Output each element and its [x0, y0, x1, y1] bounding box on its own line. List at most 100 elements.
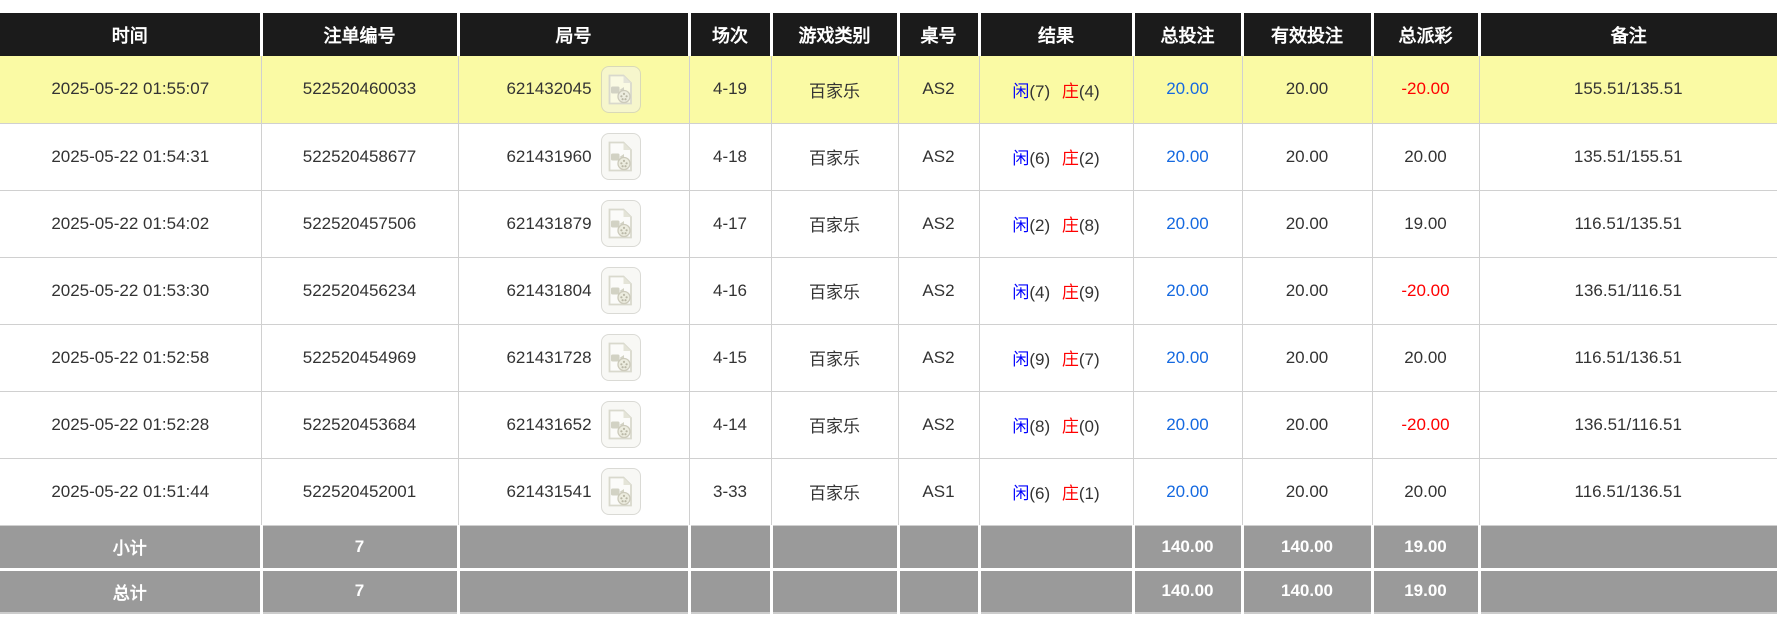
- session-cell: 4-14: [689, 391, 772, 459]
- col-header-total-bet: 总投注: [1133, 13, 1244, 56]
- result-cell: 闲(8) 庄(0): [979, 391, 1134, 459]
- player-label: 闲: [1012, 350, 1030, 369]
- total-bet-cell: 20.00: [1133, 257, 1243, 325]
- round-number: 621431652: [506, 414, 592, 434]
- video-replay-button[interactable]: [600, 200, 641, 247]
- video-file-icon: [608, 208, 632, 239]
- col-header-valid-bet: 有效投注: [1242, 13, 1374, 56]
- grand-total-valid-bet: 140.00: [1242, 569, 1374, 614]
- video-file-icon: [608, 409, 632, 440]
- col-header-game-type: 游戏类别: [771, 13, 900, 56]
- round-cell: 621431652: [458, 391, 690, 459]
- banker-label: 庄: [1061, 350, 1079, 369]
- table-summary: 小计 7 140.00 140.00 19.00 总计 7 140.00 140…: [0, 524, 1777, 614]
- subtotal-label: 小计: [0, 524, 263, 571]
- col-header-remark: 备注: [1479, 13, 1777, 56]
- bet-id-cell: 522520460033: [261, 56, 459, 124]
- col-header-bet-id: 注单编号: [261, 13, 460, 56]
- bet-id-cell: 522520457506: [261, 190, 459, 258]
- payout-cell: -20.00: [1372, 257, 1480, 325]
- result-cell: 闲(4) 庄(9): [979, 257, 1134, 325]
- video-replay-button[interactable]: [600, 334, 641, 381]
- player-score: (4): [1029, 283, 1051, 302]
- total-bet-cell: 20.00: [1133, 458, 1243, 526]
- video-file-icon: [608, 74, 632, 105]
- round-cell: 621431728: [458, 324, 690, 392]
- col-header-session: 场次: [689, 13, 773, 56]
- table-no-cell: AS2: [898, 190, 980, 258]
- valid-bet-cell: 20.00: [1242, 324, 1373, 392]
- player-score: (2): [1029, 216, 1051, 235]
- table-row[interactable]: 2025-05-22 01:55:07 522520460033 6214320…: [0, 56, 1777, 124]
- col-header-result: 结果: [979, 13, 1135, 56]
- table-no-cell: AS2: [898, 123, 980, 191]
- table-row[interactable]: 2025-05-22 01:54:02 522520457506 6214318…: [0, 190, 1777, 258]
- table-row[interactable]: 2025-05-22 01:52:28 522520453684 6214316…: [0, 391, 1777, 459]
- result-cell: 闲(7) 庄(4): [979, 56, 1134, 124]
- video-replay-button[interactable]: [600, 65, 641, 113]
- valid-bet-cell: 20.00: [1242, 190, 1373, 258]
- player-score: (7): [1029, 81, 1051, 101]
- remark-cell: 116.51/135.51: [1479, 190, 1777, 258]
- banker-label: 庄: [1061, 283, 1079, 302]
- round-number: 621431879: [506, 213, 592, 233]
- remark-cell: 116.51/136.51: [1479, 324, 1777, 392]
- player-label: 闲: [1012, 417, 1030, 436]
- video-replay-button[interactable]: [600, 133, 641, 180]
- round-number: 621431804: [506, 280, 592, 300]
- valid-bet-cell: 20.00: [1242, 458, 1373, 526]
- round-number: 621431960: [506, 146, 592, 166]
- banker-score: (4): [1078, 81, 1100, 101]
- valid-bet-cell: 20.00: [1242, 391, 1373, 459]
- time-cell: 2025-05-22 01:51:44: [0, 458, 262, 526]
- valid-bet-cell: 20.00: [1242, 257, 1373, 325]
- payout-cell: 20.00: [1372, 458, 1480, 526]
- game-type-cell: 百家乐: [771, 56, 899, 124]
- banker-score: (8): [1078, 216, 1100, 235]
- total-bet-cell: 20.00: [1133, 123, 1243, 191]
- table-row[interactable]: 2025-05-22 01:51:44 522520452001 6214315…: [0, 458, 1777, 526]
- table-row[interactable]: 2025-05-22 01:54:31 522520458677 6214319…: [0, 123, 1777, 191]
- player-label: 闲: [1012, 484, 1030, 503]
- payout-cell: -20.00: [1372, 391, 1480, 459]
- subtotal-count: 7: [261, 524, 460, 571]
- banker-score: (9): [1078, 283, 1100, 302]
- table-no-cell: AS1: [898, 458, 980, 526]
- game-type-cell: 百家乐: [771, 391, 899, 459]
- time-cell: 2025-05-22 01:53:30: [0, 257, 262, 325]
- game-type-cell: 百家乐: [771, 458, 899, 526]
- valid-bet-cell: 20.00: [1242, 123, 1373, 191]
- banker-score: (1): [1078, 484, 1100, 503]
- grand-total-count: 7: [261, 569, 460, 614]
- table-row[interactable]: 2025-05-22 01:53:30 522520456234 6214318…: [0, 257, 1777, 325]
- banker-label: 庄: [1061, 81, 1079, 101]
- remark-cell: 136.51/116.51: [1479, 391, 1777, 459]
- subtotal-total-bet: 140.00: [1133, 524, 1244, 571]
- round-cell: 621431541: [458, 458, 690, 526]
- round-cell: 621431960: [458, 123, 690, 191]
- banker-label: 庄: [1061, 149, 1079, 168]
- video-replay-button[interactable]: [600, 468, 641, 515]
- session-cell: 4-15: [689, 324, 772, 392]
- table-row[interactable]: 2025-05-22 01:52:58 522520454969 6214317…: [0, 324, 1777, 392]
- bet-id-cell: 522520453684: [261, 391, 459, 459]
- table-header: 时间 注单编号 局号 场次 游戏类别 桌号 结果 总投注 有效投注 总派彩 备注: [0, 13, 1777, 56]
- table-no-cell: AS2: [898, 391, 980, 459]
- grand-total-row: 总计 7 140.00 140.00 19.00: [0, 569, 1777, 614]
- time-cell: 2025-05-22 01:52:58: [0, 324, 262, 392]
- time-cell: 2025-05-22 01:55:07: [0, 56, 262, 124]
- round-cell: 621432045: [458, 56, 690, 124]
- bet-id-cell: 522520452001: [261, 458, 459, 526]
- table-no-cell: AS2: [898, 56, 980, 124]
- player-label: 闲: [1012, 216, 1030, 235]
- subtotal-row: 小计 7 140.00 140.00 19.00: [0, 524, 1777, 571]
- round-cell: 621431879: [458, 190, 690, 258]
- total-bet-cell: 20.00: [1133, 324, 1243, 392]
- video-replay-button[interactable]: [600, 267, 641, 314]
- bet-id-cell: 522520458677: [261, 123, 459, 191]
- video-replay-button[interactable]: [600, 401, 641, 448]
- time-cell: 2025-05-22 01:54:02: [0, 190, 262, 258]
- col-header-table-no: 桌号: [898, 13, 981, 56]
- remark-cell: 155.51/135.51: [1479, 56, 1777, 124]
- video-file-icon: [608, 476, 632, 507]
